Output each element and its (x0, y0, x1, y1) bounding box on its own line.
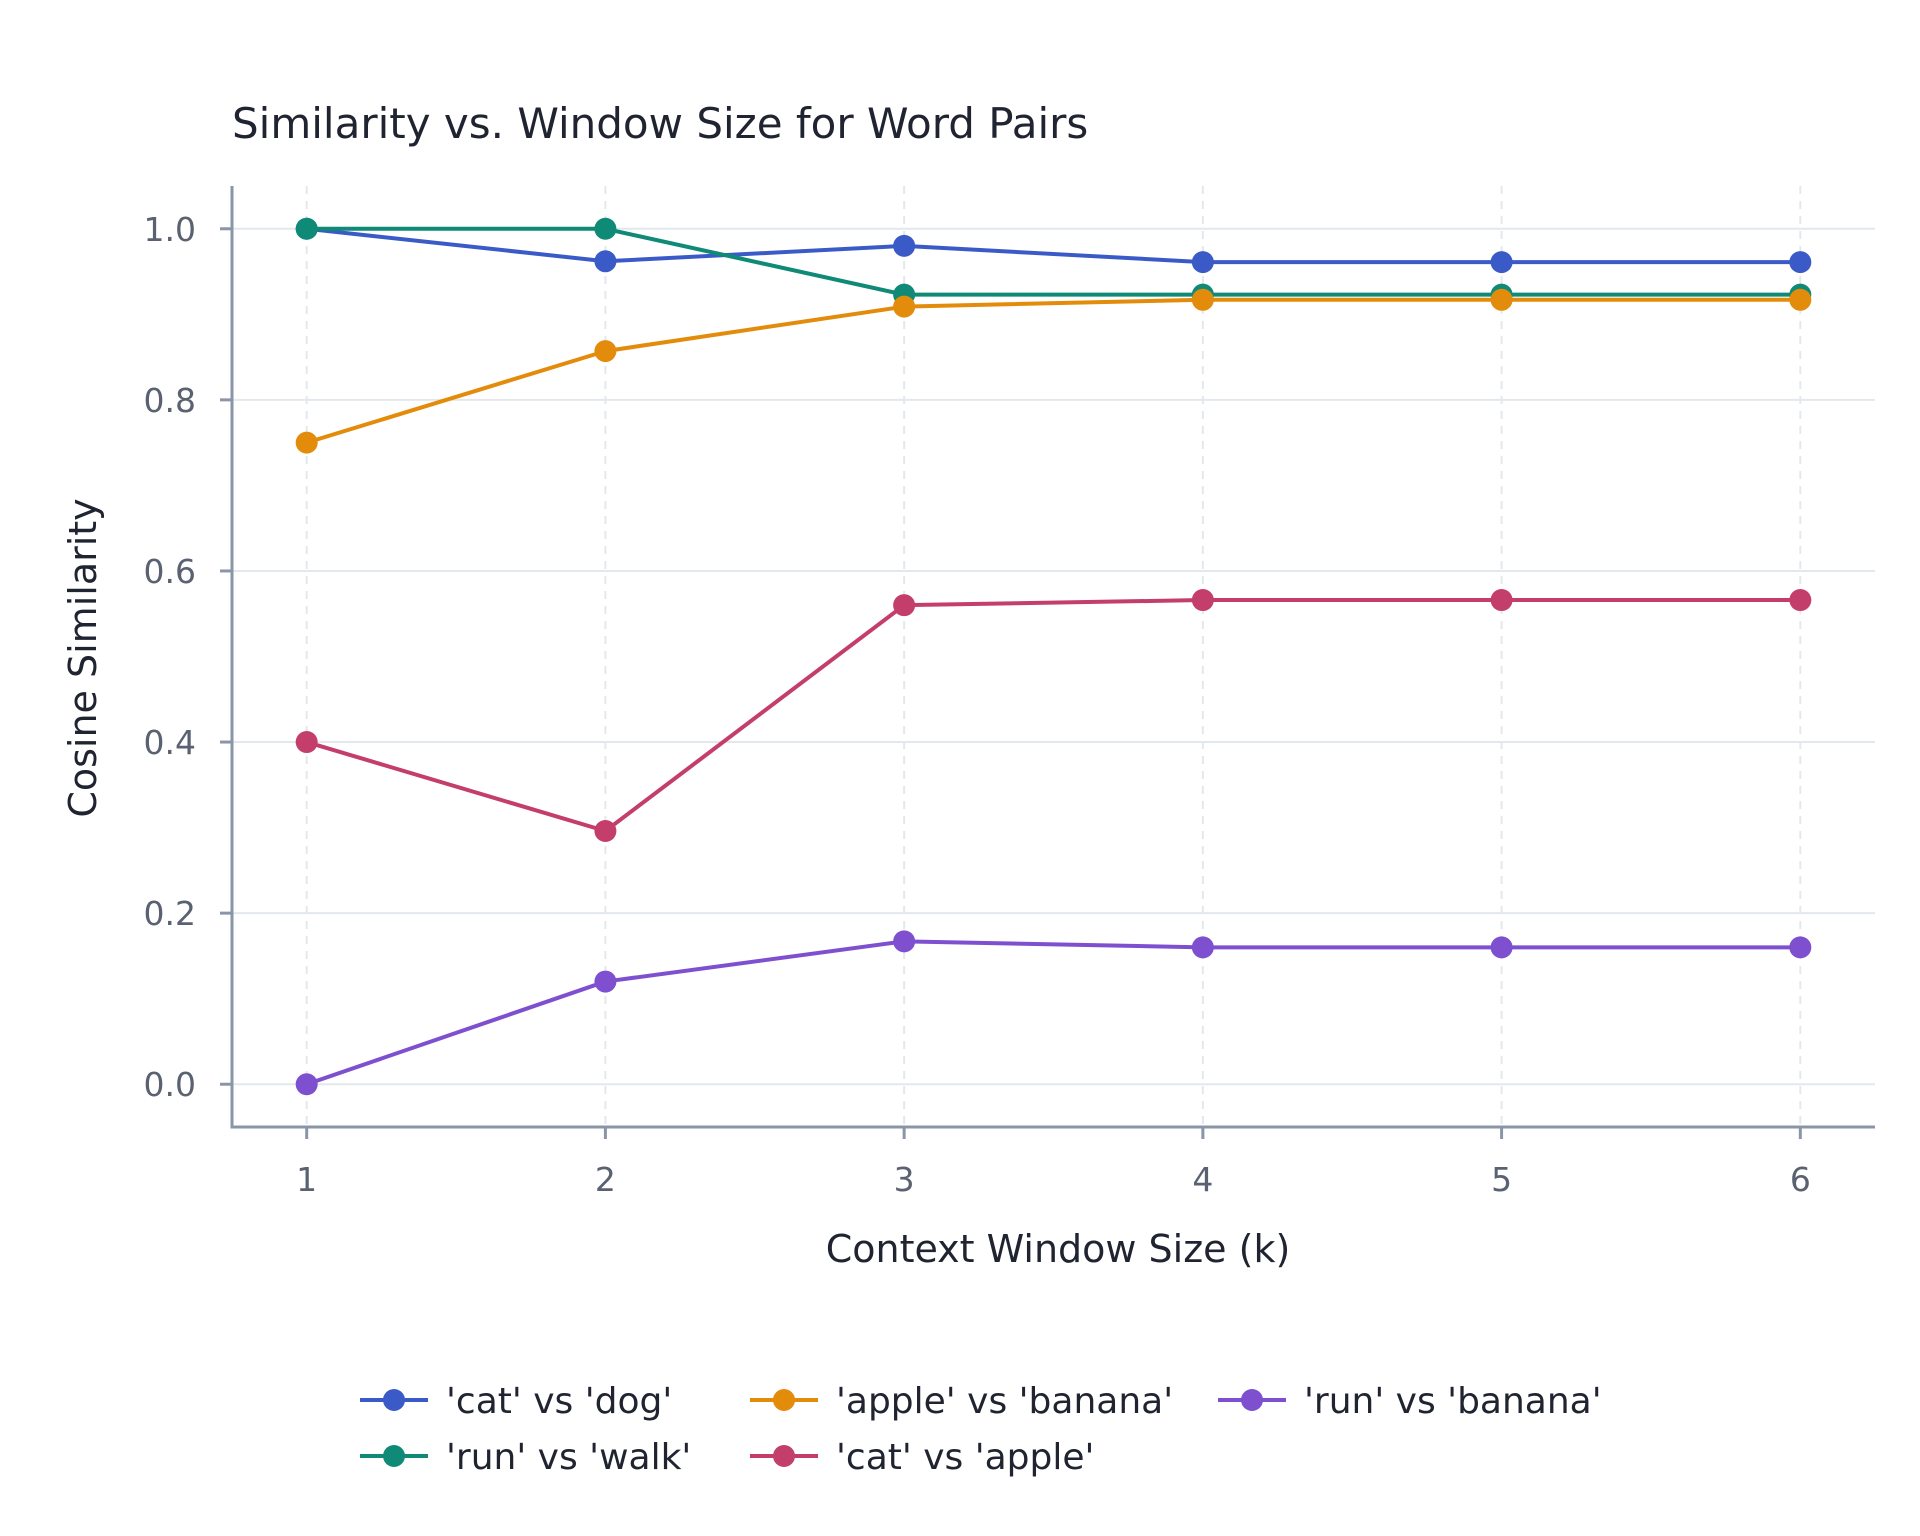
series-lines (295, 217, 1812, 1096)
y-tick-label: 0.4 (144, 723, 196, 762)
series-line (306, 297, 1801, 445)
x-tick-label: 3 (894, 1160, 915, 1199)
data-point (893, 234, 916, 257)
legend-item: 'apple' vs 'banana' (750, 1381, 1173, 1422)
series-line (306, 939, 1801, 1087)
data-point (594, 820, 617, 843)
legend-swatch-marker (1241, 1389, 1263, 1411)
x-axis-label: Context Window Size (k) (826, 1227, 1291, 1271)
data-point (1789, 589, 1812, 612)
x-tick-label: 4 (1192, 1160, 1213, 1199)
data-point (594, 250, 617, 273)
data-point (594, 970, 617, 993)
legend-swatch-marker (383, 1445, 405, 1467)
data-point (1191, 589, 1214, 612)
x-tick-label: 2 (595, 1160, 616, 1199)
y-tick-label: 0.0 (144, 1065, 196, 1104)
data-point (295, 1073, 318, 1096)
data-point (1789, 288, 1812, 311)
y-tick-label: 1.0 (144, 210, 196, 249)
grid (232, 186, 1875, 1127)
legend-item: 'cat' vs 'apple' (750, 1437, 1094, 1478)
y-tick-label: 0.2 (144, 894, 196, 933)
legend-label: 'run' vs 'walk' (446, 1437, 691, 1478)
chart-title: Similarity vs. Window Size for Word Pair… (232, 99, 1088, 148)
data-point (1490, 589, 1513, 612)
legend-item: 'cat' vs 'dog' (360, 1381, 672, 1422)
legend-item: 'run' vs 'banana' (1218, 1381, 1602, 1422)
data-point (1490, 288, 1513, 311)
data-point (1191, 288, 1214, 311)
legend-swatch-marker (773, 1389, 795, 1411)
data-point (1191, 936, 1214, 959)
series-2 (295, 288, 1812, 454)
legend-swatch-marker (383, 1389, 405, 1411)
data-point (893, 930, 916, 953)
legend-swatch-marker (773, 1445, 795, 1467)
data-point (295, 217, 318, 240)
legend-label: 'cat' vs 'apple' (836, 1437, 1094, 1478)
series-3 (295, 589, 1812, 843)
y-axis-label: Cosine Similarity (61, 498, 105, 817)
legend: 'cat' vs 'dog' 'run' vs 'walk' 'apple' vs … (360, 1381, 1602, 1478)
y-tick-label: 0.8 (144, 381, 196, 420)
data-point (594, 217, 617, 240)
data-point (295, 431, 318, 454)
series-line (306, 226, 1801, 297)
series-line (306, 598, 1801, 834)
data-point (1191, 251, 1214, 274)
data-point (1789, 251, 1812, 274)
series-0 (295, 217, 1812, 274)
x-tick-label: 6 (1790, 1160, 1811, 1199)
tick-labels: 0.0 0.2 0.4 0.6 0.8 1.0 1 2 3 4 5 6 (144, 210, 1811, 1199)
data-point (893, 594, 916, 617)
legend-label: 'apple' vs 'banana' (836, 1381, 1173, 1422)
x-tick-label: 1 (296, 1160, 317, 1199)
legend-item: 'run' vs 'walk' (360, 1437, 691, 1478)
series-4 (295, 930, 1812, 1096)
data-point (295, 731, 318, 754)
data-point (893, 295, 916, 318)
series-line (306, 226, 1801, 265)
legend-label: 'run' vs 'banana' (1304, 1381, 1602, 1422)
legend-label: 'cat' vs 'dog' (446, 1381, 672, 1422)
data-point (1490, 936, 1513, 959)
axes (220, 186, 1875, 1139)
x-tick-label: 5 (1491, 1160, 1512, 1199)
axis-spines (230, 186, 1875, 1129)
data-point (1789, 936, 1812, 959)
data-point (594, 340, 617, 363)
data-point (1490, 251, 1513, 274)
y-tick-label: 0.6 (144, 552, 196, 591)
